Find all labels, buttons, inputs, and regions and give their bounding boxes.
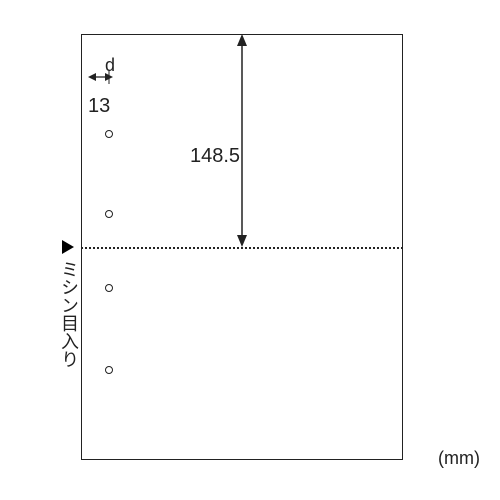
dim-hole-offset-letter: d <box>105 56 115 74</box>
dim-hole-offset-arrow <box>0 0 500 500</box>
perforation-marker-icon <box>62 240 74 254</box>
unit-label: (mm) <box>438 448 480 469</box>
perforation-label: ミシン目入り <box>60 260 78 368</box>
dim-hole-offset-value: 13 <box>88 96 110 116</box>
